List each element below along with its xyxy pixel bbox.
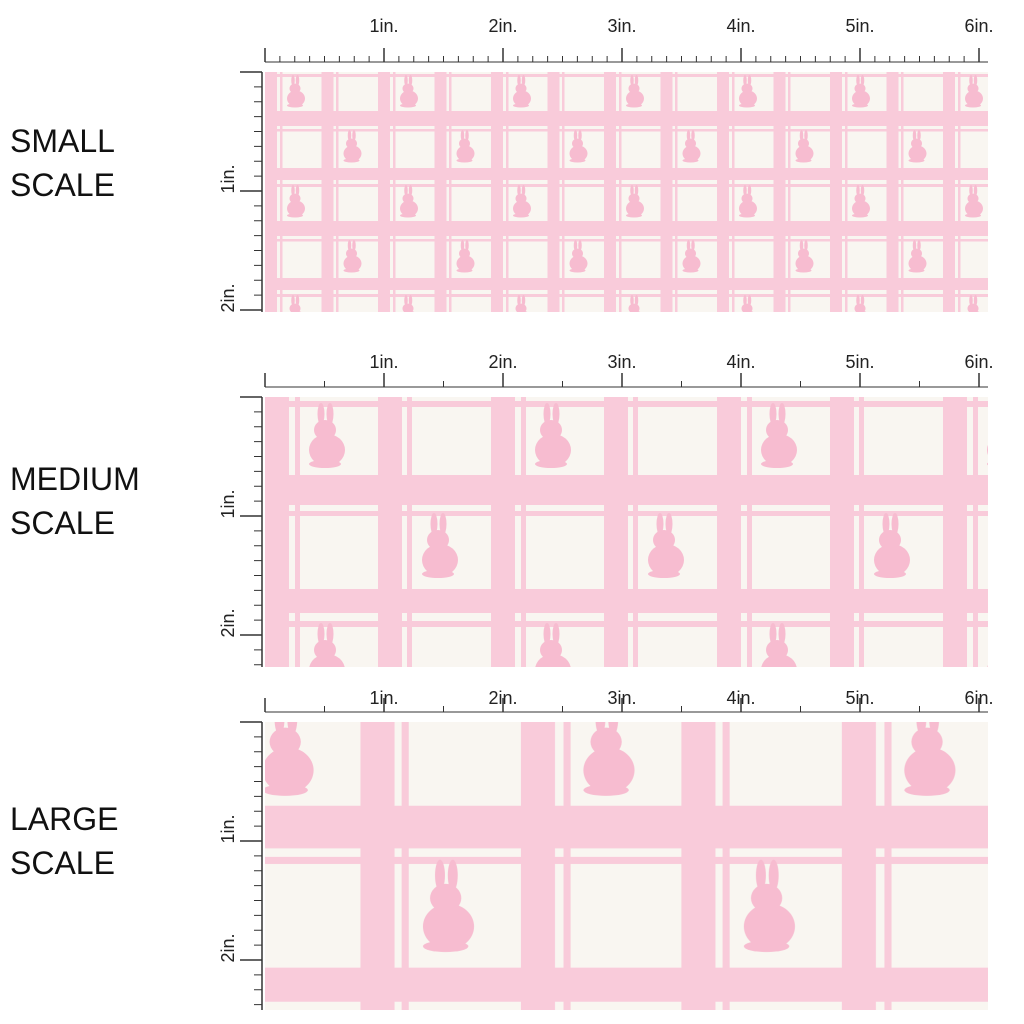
ruler-label: 3in. bbox=[607, 688, 636, 708]
ruler-label: 2in. bbox=[488, 688, 517, 708]
ruler-label: 6in. bbox=[964, 16, 993, 36]
ruler-label: 4in. bbox=[726, 16, 755, 36]
ruler-label: 1in. bbox=[218, 164, 238, 193]
scale-label: SCALE bbox=[10, 845, 115, 881]
scale-label: SMALL bbox=[10, 123, 115, 159]
ruler-label: 1in. bbox=[218, 489, 238, 518]
ruler-label: 2in. bbox=[488, 16, 517, 36]
scale-label: LARGE bbox=[10, 801, 118, 837]
ruler-label: 1in. bbox=[369, 688, 398, 708]
ruler-label: 4in. bbox=[726, 352, 755, 372]
ruler-label: 2in. bbox=[218, 608, 238, 637]
scale-label: SCALE bbox=[10, 167, 115, 203]
ruler-label: 2in. bbox=[218, 283, 238, 312]
ruler-label: 1in. bbox=[218, 814, 238, 843]
ruler-label: 2in. bbox=[488, 352, 517, 372]
ruler-label: 3in. bbox=[607, 16, 636, 36]
fabric-swatch bbox=[265, 72, 988, 312]
ruler-label: 1in. bbox=[369, 16, 398, 36]
ruler-label: 5in. bbox=[845, 352, 874, 372]
ruler-label: 3in. bbox=[607, 352, 636, 372]
fabric-swatch bbox=[265, 397, 988, 667]
ruler-label: 5in. bbox=[845, 16, 874, 36]
scale-label: MEDIUM bbox=[10, 461, 140, 497]
ruler-label: 5in. bbox=[845, 688, 874, 708]
ruler-label: 2in. bbox=[218, 933, 238, 962]
ruler-label: 4in. bbox=[726, 688, 755, 708]
ruler-label: 6in. bbox=[964, 688, 993, 708]
scale-label: SCALE bbox=[10, 505, 115, 541]
fabric-swatch bbox=[265, 722, 988, 1010]
ruler-label: 6in. bbox=[964, 352, 993, 372]
ruler-label: 1in. bbox=[369, 352, 398, 372]
